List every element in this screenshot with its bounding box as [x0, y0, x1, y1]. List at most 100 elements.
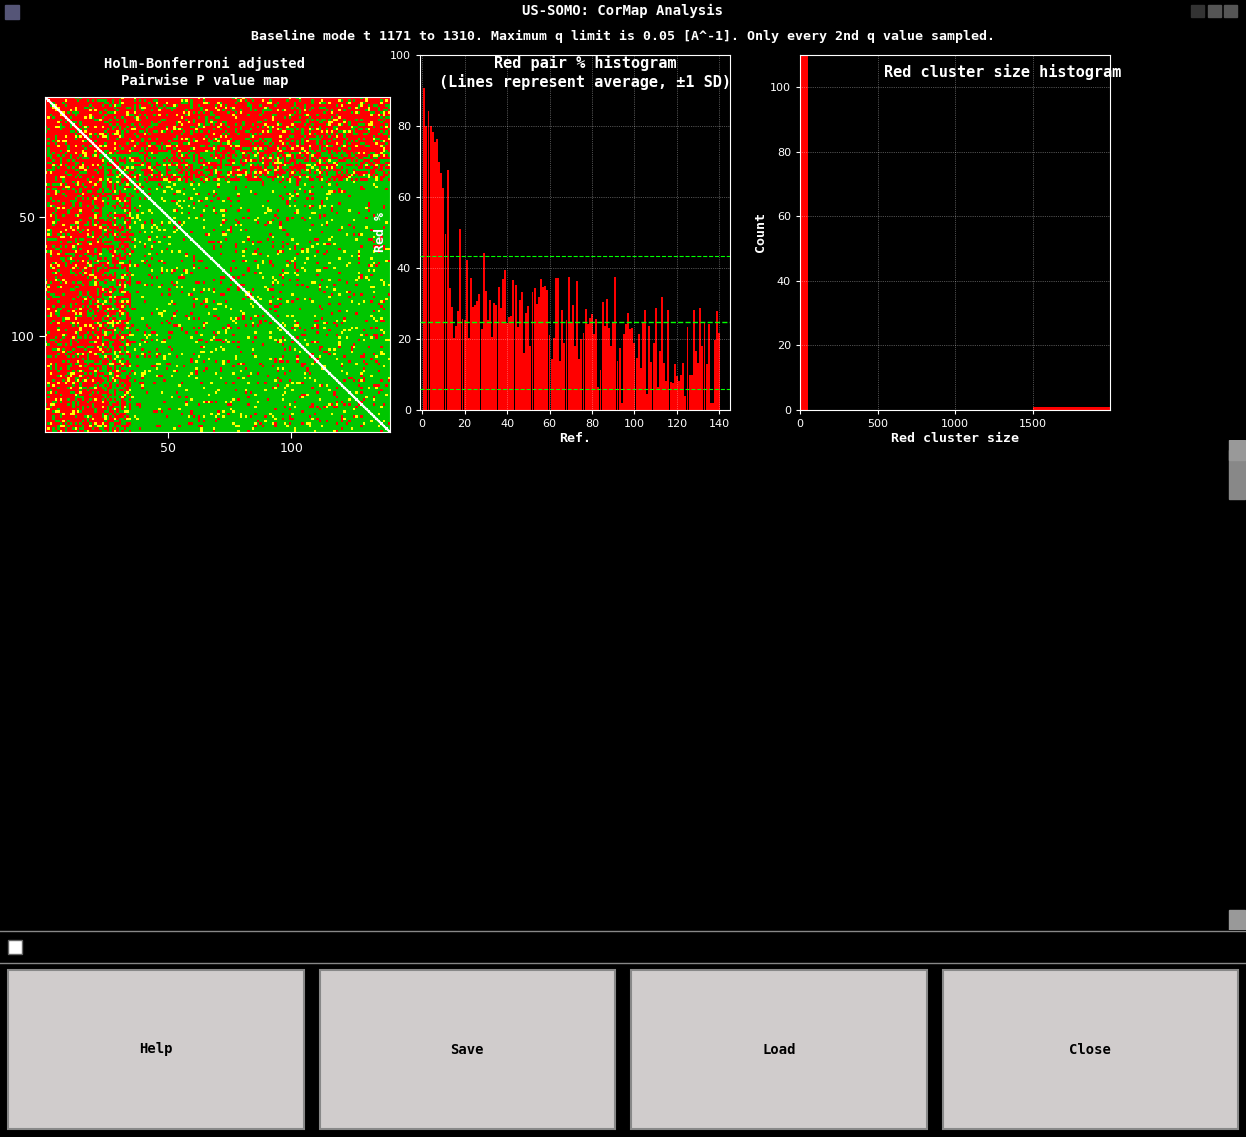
Bar	[475, 305, 476, 410]
Bar	[466, 260, 467, 410]
Bar	[460, 229, 461, 410]
Bar	[464, 319, 466, 410]
Bar	[699, 308, 701, 410]
Bar	[1229, 450, 1245, 499]
X-axis label: Red cluster size: Red cluster size	[891, 432, 1019, 445]
Bar	[684, 396, 687, 410]
Bar	[693, 310, 695, 410]
Bar	[618, 348, 621, 410]
Y-axis label: Count: Count	[754, 213, 768, 252]
Bar	[502, 280, 503, 410]
Bar	[434, 142, 436, 410]
Bar	[470, 277, 472, 410]
Bar	[487, 321, 488, 410]
Bar	[527, 306, 530, 410]
Bar	[611, 346, 612, 410]
Bar	[625, 324, 627, 410]
Bar	[633, 343, 635, 410]
Bar	[800, 0, 807, 410]
Bar	[710, 402, 711, 410]
Bar	[627, 313, 629, 410]
Bar	[517, 327, 518, 410]
Bar	[7, 940, 22, 954]
Bar	[490, 299, 491, 410]
Bar	[599, 371, 602, 410]
Bar	[506, 323, 508, 410]
Bar	[672, 383, 674, 410]
Bar	[566, 319, 567, 410]
Bar	[551, 359, 552, 410]
Bar	[716, 310, 718, 410]
Bar	[461, 319, 464, 410]
Bar	[500, 308, 502, 410]
Bar	[574, 346, 576, 410]
Bar	[478, 293, 481, 410]
Text: Load: Load	[763, 1043, 795, 1056]
Bar	[665, 381, 668, 410]
Bar	[663, 363, 665, 410]
Bar	[482, 252, 485, 410]
Bar	[602, 302, 603, 410]
Bar	[714, 340, 716, 410]
Bar	[677, 376, 678, 410]
Bar	[455, 326, 457, 410]
Bar	[583, 333, 584, 410]
Bar	[496, 305, 497, 410]
Bar	[606, 299, 608, 410]
Text: Baseline mode t 1171 to 1310. Maximum q limit is 0.05 [A^-1]. Only every 2nd q v: Baseline mode t 1171 to 1310. Maximum q …	[250, 30, 996, 42]
Bar	[653, 343, 654, 410]
Bar	[485, 291, 487, 410]
Bar	[680, 375, 682, 410]
Bar	[557, 277, 559, 410]
Bar	[581, 339, 582, 410]
Bar	[648, 326, 650, 410]
Bar	[1033, 407, 1110, 410]
Bar	[576, 282, 578, 410]
Bar	[604, 326, 606, 410]
FancyBboxPatch shape	[942, 970, 1239, 1129]
Bar	[491, 337, 493, 410]
Bar	[515, 284, 517, 410]
Bar	[1224, 5, 1237, 17]
Bar	[533, 288, 536, 410]
Bar	[532, 292, 533, 410]
Bar	[654, 308, 657, 410]
Text: Red cluster size histogram: Red cluster size histogram	[885, 65, 1121, 81]
FancyBboxPatch shape	[630, 970, 927, 1129]
Bar	[1209, 5, 1221, 17]
Bar	[584, 308, 587, 410]
Bar	[687, 327, 689, 410]
Bar	[642, 322, 644, 410]
Bar	[436, 139, 437, 410]
Text: Holm-Bonferroni adjusted P values: Holm-Bonferroni adjusted P values	[27, 940, 275, 954]
Bar	[457, 310, 460, 410]
Bar	[578, 359, 581, 410]
Bar	[548, 334, 551, 410]
Bar	[623, 334, 624, 410]
X-axis label: Ref.: Ref.	[559, 432, 591, 445]
Bar	[668, 309, 669, 410]
Bar	[547, 290, 548, 410]
Bar	[427, 111, 430, 410]
Bar	[669, 382, 672, 410]
Bar	[621, 402, 623, 410]
Bar	[430, 126, 431, 410]
Bar	[708, 324, 710, 410]
Text: Alpha is 0.01

Holm-Bonferroni pairwise P value map color definitions:
  P is th: Alpha is 0.01 Holm-Bonferroni pairwise P…	[9, 447, 750, 968]
Bar	[689, 375, 690, 410]
Bar	[593, 334, 596, 410]
Bar	[711, 402, 714, 410]
Bar	[1191, 5, 1204, 17]
Bar	[476, 301, 478, 410]
Bar	[449, 289, 451, 410]
Bar	[683, 363, 684, 410]
Bar	[481, 329, 482, 410]
Bar	[511, 316, 512, 410]
Bar	[497, 288, 500, 410]
Bar	[526, 313, 527, 410]
Bar	[468, 338, 470, 410]
Bar	[608, 327, 611, 410]
Bar	[701, 346, 703, 410]
Bar	[512, 281, 515, 410]
Bar	[542, 288, 545, 410]
